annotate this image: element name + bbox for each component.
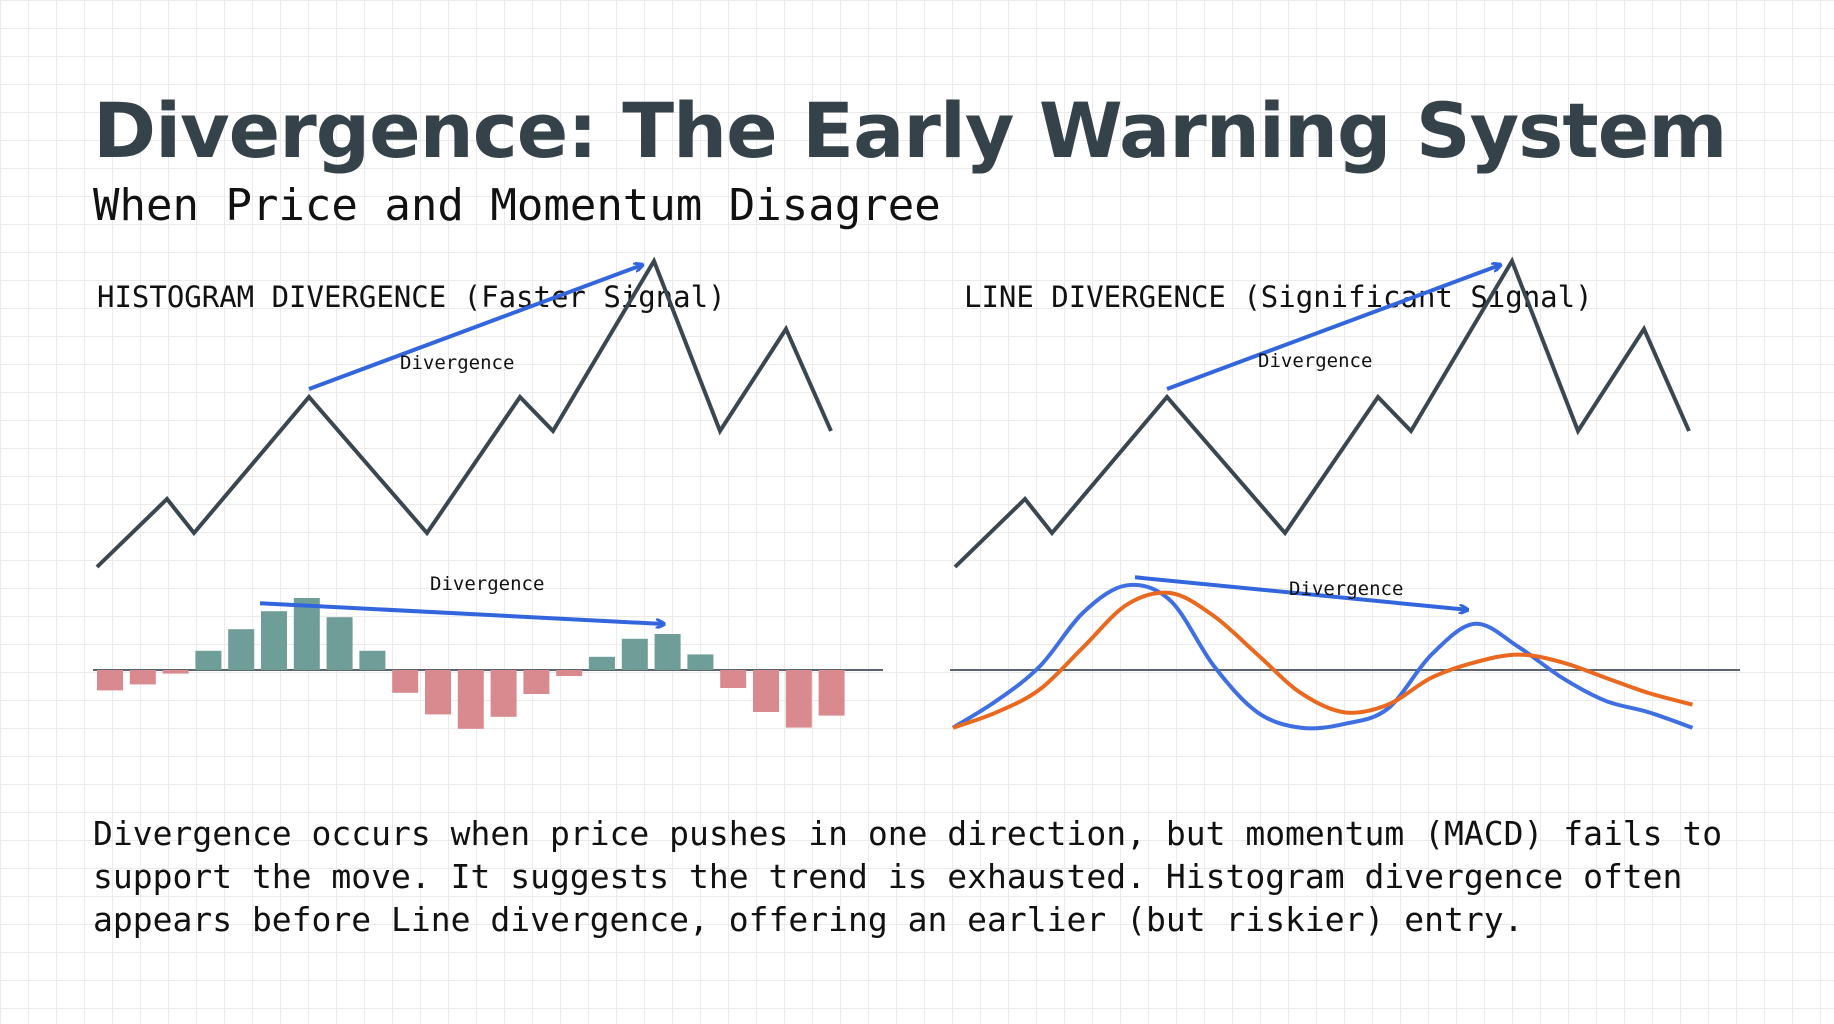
histogram-bar	[687, 654, 714, 670]
macd-signal-lines	[950, 575, 1740, 731]
divergence-arrow	[1134, 575, 1467, 610]
macd-line	[951, 582, 1694, 731]
histogram-bar	[261, 611, 287, 670]
price-chart-histogram-panel	[95, 256, 833, 569]
divergence-arrow	[1166, 265, 1500, 391]
histogram-bar	[589, 656, 615, 670]
explanation-text: Divergence occurs when price pushes in o…	[93, 814, 1723, 939]
histogram-bar	[195, 650, 222, 670]
histogram-bar	[425, 670, 451, 715]
line-panel-title: LINE DIVERGENCE (Significant Signal)	[964, 280, 1593, 314]
divergence-arrow	[308, 265, 642, 391]
histogram-bar	[129, 670, 156, 685]
histogram-bar	[359, 650, 386, 670]
page-subtitle: When Price and Momentum Disagree	[93, 180, 941, 231]
histogram-bar	[162, 670, 189, 674]
price-line	[953, 256, 1691, 569]
histogram-bar	[753, 670, 779, 712]
histogram-bar	[556, 670, 583, 676]
price-divergence-label: Divergence	[400, 352, 514, 374]
histogram-bar	[490, 670, 517, 717]
signal-line	[952, 590, 1694, 730]
line-divergence-panel: Divergence Divergence	[950, 256, 1740, 731]
price-line	[95, 256, 833, 569]
histogram-bar	[523, 670, 550, 694]
price-divergence-label: Divergence	[1258, 350, 1372, 372]
histogram-bar	[818, 670, 845, 716]
histogram-panel-title: HISTOGRAM DIVERGENCE (Faster Signal)	[97, 280, 726, 314]
page-title: Divergence: The Early Warning System	[93, 86, 1727, 175]
histogram-divergence-label: Divergence	[430, 573, 544, 595]
histogram-bar	[720, 670, 747, 688]
macd-histogram	[93, 598, 883, 729]
histogram-bar	[293, 598, 320, 670]
price-chart-line-panel	[953, 256, 1691, 569]
histogram-bar	[228, 629, 255, 670]
histogram-divergence-panel: Divergence Divergence	[93, 256, 883, 729]
histogram-bar	[97, 670, 123, 691]
histogram-bar	[621, 638, 648, 670]
histogram-bar	[392, 670, 419, 693]
histogram-bar	[654, 634, 681, 670]
macd-divergence-label: Divergence	[1289, 578, 1403, 600]
histogram-bar	[785, 670, 812, 728]
divergence-arrow	[259, 601, 664, 624]
histogram-bar	[326, 617, 353, 670]
histogram-bar	[457, 670, 484, 729]
